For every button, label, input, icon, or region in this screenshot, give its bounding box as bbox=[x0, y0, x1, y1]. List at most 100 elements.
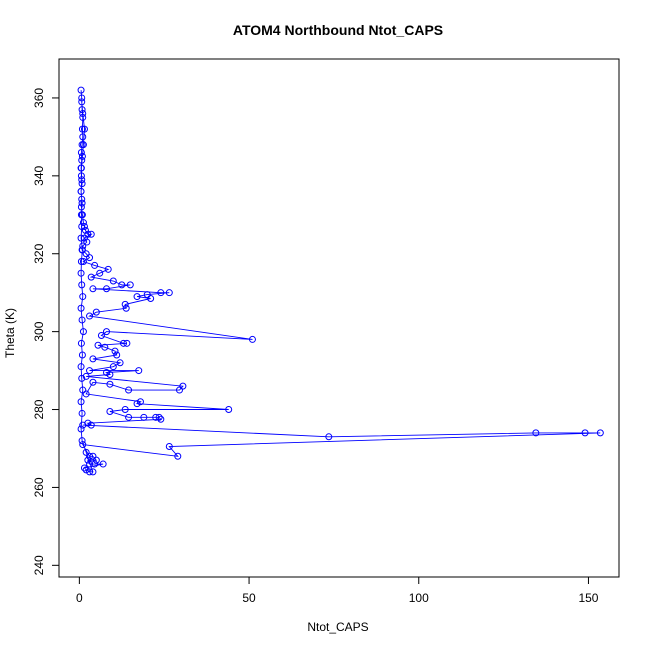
data-point bbox=[118, 281, 126, 289]
data-point bbox=[86, 452, 94, 460]
data-point bbox=[89, 378, 97, 386]
y-tick-label: 340 bbox=[32, 166, 46, 186]
data-point bbox=[89, 468, 97, 476]
x-tick-label: 50 bbox=[242, 591, 256, 605]
data-point bbox=[92, 456, 100, 464]
data-point bbox=[77, 172, 85, 180]
data-point bbox=[77, 203, 85, 211]
data-point bbox=[121, 300, 129, 308]
data-point bbox=[133, 293, 141, 301]
data-point bbox=[77, 425, 85, 433]
x-axis-label: Ntot_CAPS bbox=[307, 620, 368, 634]
data-point bbox=[83, 238, 91, 246]
data-point bbox=[80, 464, 88, 472]
data-point bbox=[248, 335, 256, 343]
data-point bbox=[78, 176, 86, 184]
data-point bbox=[78, 94, 86, 102]
data-point bbox=[79, 258, 87, 266]
data-point bbox=[87, 421, 95, 429]
data-point bbox=[99, 460, 107, 468]
data-point bbox=[86, 312, 94, 320]
data-point bbox=[78, 437, 86, 445]
data-point bbox=[225, 406, 233, 414]
data-point bbox=[78, 125, 86, 133]
data-point bbox=[87, 273, 95, 281]
data-point bbox=[96, 269, 104, 277]
data-point bbox=[106, 370, 114, 378]
x-tick-label: 150 bbox=[578, 591, 598, 605]
data-point bbox=[157, 415, 165, 423]
data-point bbox=[78, 195, 86, 203]
data-point bbox=[79, 219, 87, 227]
data-point bbox=[77, 187, 85, 195]
data-point bbox=[78, 98, 86, 106]
data-point bbox=[79, 133, 87, 141]
data-point bbox=[78, 199, 86, 207]
data-point bbox=[79, 441, 87, 449]
data-point bbox=[175, 386, 183, 394]
data-point bbox=[91, 261, 99, 269]
data-point bbox=[77, 363, 85, 371]
data-point bbox=[80, 234, 88, 242]
data-point bbox=[82, 466, 90, 474]
data-point bbox=[84, 456, 92, 464]
y-tick-label: 280 bbox=[32, 399, 46, 419]
data-point bbox=[79, 421, 87, 429]
data-point bbox=[79, 141, 87, 149]
data-point bbox=[157, 289, 165, 297]
data-point bbox=[77, 164, 85, 172]
data-point bbox=[78, 351, 86, 359]
data-point bbox=[106, 407, 114, 415]
data-point bbox=[82, 250, 90, 258]
data-point bbox=[174, 452, 182, 460]
y-tick-label: 360 bbox=[32, 88, 46, 108]
y-axis: 240 260 280 300 320 340 360 bbox=[32, 88, 60, 575]
plot-frame bbox=[58, 58, 620, 578]
data-point bbox=[165, 289, 173, 297]
data-point bbox=[77, 148, 85, 156]
data-point bbox=[126, 281, 134, 289]
data-point bbox=[80, 125, 88, 133]
series-ntot-caps bbox=[77, 86, 604, 476]
data-point bbox=[77, 234, 85, 242]
data-point bbox=[77, 304, 85, 312]
data-point bbox=[103, 369, 111, 377]
data-point bbox=[78, 180, 86, 188]
data-point bbox=[125, 386, 133, 394]
data-point bbox=[82, 448, 90, 456]
data-point bbox=[136, 398, 144, 406]
data-point bbox=[89, 285, 97, 293]
y-axis-label: Theta (K) bbox=[3, 308, 17, 358]
data-point bbox=[121, 406, 129, 414]
data-point bbox=[135, 367, 143, 375]
data-point bbox=[109, 363, 117, 371]
data-point bbox=[119, 339, 127, 347]
data-point bbox=[91, 460, 99, 468]
data-point bbox=[77, 398, 85, 406]
data-point bbox=[84, 230, 92, 238]
x-axis: 0 50 100 150 bbox=[76, 576, 599, 605]
data-point bbox=[133, 400, 141, 408]
data-point bbox=[123, 339, 131, 347]
data-point bbox=[103, 328, 111, 336]
data-point bbox=[596, 429, 604, 437]
x-tick-label: 0 bbox=[76, 591, 83, 605]
data-point bbox=[109, 277, 117, 285]
chart-title: ATOM4 Northbound Ntot_CAPS bbox=[233, 22, 443, 38]
data-point bbox=[147, 295, 155, 303]
data-point bbox=[81, 226, 89, 234]
data-point bbox=[79, 113, 87, 121]
y-tick-label: 300 bbox=[32, 321, 46, 341]
data-point bbox=[78, 152, 86, 160]
data-point bbox=[79, 386, 87, 394]
data-point bbox=[78, 156, 86, 164]
data-point bbox=[155, 413, 163, 421]
data-point bbox=[80, 222, 88, 230]
data-point bbox=[116, 359, 124, 367]
data-point bbox=[77, 211, 85, 219]
y-tick-label: 320 bbox=[32, 243, 46, 263]
data-point bbox=[79, 293, 87, 301]
data-point bbox=[97, 332, 105, 340]
series-line bbox=[80, 90, 601, 473]
data-point bbox=[101, 343, 109, 351]
